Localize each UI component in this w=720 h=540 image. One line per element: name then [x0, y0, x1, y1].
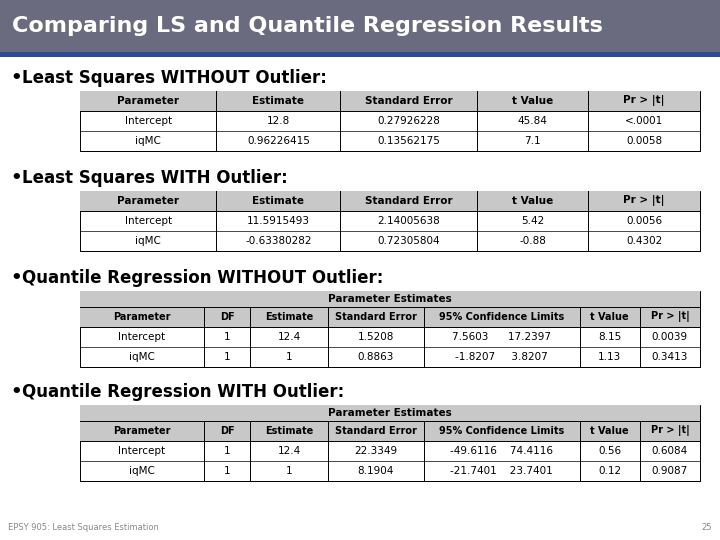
Text: EPSY 905: Least Squares Estimation: EPSY 905: Least Squares Estimation — [8, 523, 159, 532]
Text: Estimate: Estimate — [253, 196, 305, 206]
Text: 7.5603      17.2397: 7.5603 17.2397 — [452, 332, 551, 342]
Bar — [80, 291, 700, 307]
Text: 1.13: 1.13 — [598, 352, 621, 362]
Text: 95% Confidence Limits: 95% Confidence Limits — [439, 312, 564, 322]
Text: 95% Confidence Limits: 95% Confidence Limits — [439, 426, 564, 436]
Text: 12.4: 12.4 — [277, 446, 301, 456]
Text: Standard Error: Standard Error — [365, 196, 452, 206]
Text: 0.12: 0.12 — [598, 466, 621, 476]
Text: Parameter: Parameter — [117, 96, 179, 106]
Text: <.0001: <.0001 — [625, 116, 663, 126]
Text: •: • — [10, 169, 22, 187]
Text: •: • — [10, 69, 22, 87]
Bar — [80, 91, 700, 111]
Text: Estimate: Estimate — [265, 312, 313, 322]
Text: -0.88: -0.88 — [519, 236, 546, 246]
Text: DF: DF — [220, 312, 234, 322]
Text: Pr > |t|: Pr > |t| — [650, 312, 689, 322]
Text: Parameter: Parameter — [113, 312, 171, 322]
Text: 0.4302: 0.4302 — [626, 236, 662, 246]
Text: -1.8207     3.8207: -1.8207 3.8207 — [455, 352, 548, 362]
Text: Pr > |t|: Pr > |t| — [624, 96, 665, 106]
Text: 0.6084: 0.6084 — [652, 446, 688, 456]
Bar — [80, 405, 700, 481]
Text: Parameter Estimates: Parameter Estimates — [328, 408, 452, 418]
Text: 45.84: 45.84 — [518, 116, 547, 126]
Text: 1: 1 — [224, 352, 230, 362]
Text: 8.15: 8.15 — [598, 332, 621, 342]
Bar — [80, 307, 700, 327]
Bar — [80, 421, 700, 441]
Text: Parameter: Parameter — [117, 196, 179, 206]
Text: t Value: t Value — [590, 426, 629, 436]
Text: Least Squares WITHOUT Outlier:: Least Squares WITHOUT Outlier: — [22, 69, 327, 87]
Text: -0.63380282: -0.63380282 — [245, 236, 312, 246]
Text: iqMC: iqMC — [135, 236, 161, 246]
Bar — [80, 405, 700, 421]
Text: 1: 1 — [286, 352, 292, 362]
Text: 12.8: 12.8 — [267, 116, 290, 126]
Text: Intercept: Intercept — [125, 116, 172, 126]
Text: -49.6116    74.4116: -49.6116 74.4116 — [450, 446, 553, 456]
Text: Estimate: Estimate — [265, 426, 313, 436]
Text: 0.3413: 0.3413 — [652, 352, 688, 362]
Text: 8.1904: 8.1904 — [358, 466, 394, 476]
Text: -21.7401    23.7401: -21.7401 23.7401 — [450, 466, 553, 476]
Text: Standard Error: Standard Error — [365, 96, 452, 106]
Text: 0.0056: 0.0056 — [626, 216, 662, 226]
Text: Intercept: Intercept — [125, 216, 172, 226]
Text: Estimate: Estimate — [253, 96, 305, 106]
Text: Least Squares WITH Outlier:: Least Squares WITH Outlier: — [22, 169, 288, 187]
Text: 0.27926228: 0.27926228 — [377, 116, 440, 126]
Text: 0.0039: 0.0039 — [652, 332, 688, 342]
Text: 1.5208: 1.5208 — [358, 332, 394, 342]
Text: iqMC: iqMC — [135, 136, 161, 146]
Text: t Value: t Value — [512, 96, 553, 106]
Text: 1: 1 — [286, 466, 292, 476]
Bar — [0, 52, 720, 57]
Text: Quantile Regression WITH Outlier:: Quantile Regression WITH Outlier: — [22, 383, 344, 401]
Text: 12.4: 12.4 — [277, 332, 301, 342]
Text: iqMC: iqMC — [129, 352, 155, 362]
Text: 1: 1 — [224, 446, 230, 456]
Text: 22.3349: 22.3349 — [354, 446, 397, 456]
Text: 0.9087: 0.9087 — [652, 466, 688, 476]
Text: 0.13562175: 0.13562175 — [377, 136, 440, 146]
Text: 2.14005638: 2.14005638 — [377, 216, 440, 226]
Text: 1: 1 — [224, 332, 230, 342]
Text: •: • — [10, 269, 22, 287]
Text: t Value: t Value — [512, 196, 553, 206]
Bar — [80, 91, 700, 151]
Bar — [0, 0, 720, 52]
Text: t Value: t Value — [590, 312, 629, 322]
Text: 1: 1 — [224, 466, 230, 476]
Text: Standard Error: Standard Error — [335, 426, 417, 436]
Text: 5.42: 5.42 — [521, 216, 544, 226]
Bar — [80, 191, 700, 211]
Text: •: • — [10, 383, 22, 401]
Text: Parameter: Parameter — [113, 426, 171, 436]
Bar — [80, 191, 700, 251]
Text: 0.56: 0.56 — [598, 446, 621, 456]
Text: 0.96226415: 0.96226415 — [247, 136, 310, 146]
Text: Standard Error: Standard Error — [335, 312, 417, 322]
Text: Intercept: Intercept — [118, 446, 166, 456]
Text: 0.72305804: 0.72305804 — [377, 236, 440, 246]
Text: Pr > |t|: Pr > |t| — [624, 195, 665, 206]
Text: DF: DF — [220, 426, 234, 436]
Text: iqMC: iqMC — [129, 466, 155, 476]
Text: 0.8863: 0.8863 — [358, 352, 394, 362]
Text: 7.1: 7.1 — [524, 136, 541, 146]
Text: 25: 25 — [701, 523, 712, 532]
Text: Intercept: Intercept — [118, 332, 166, 342]
Text: Comparing LS and Quantile Regression Results: Comparing LS and Quantile Regression Res… — [12, 16, 603, 36]
Text: Pr > |t|: Pr > |t| — [650, 426, 689, 436]
Text: 0.0058: 0.0058 — [626, 136, 662, 146]
Text: Parameter Estimates: Parameter Estimates — [328, 294, 452, 304]
Bar — [80, 291, 700, 367]
Text: 11.5915493: 11.5915493 — [247, 216, 310, 226]
Text: Quantile Regression WITHOUT Outlier:: Quantile Regression WITHOUT Outlier: — [22, 269, 383, 287]
